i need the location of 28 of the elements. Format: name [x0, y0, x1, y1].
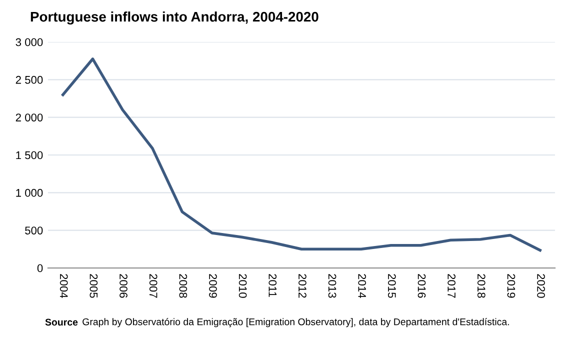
x-tick-label: 2020	[537, 274, 545, 298]
x-tick-label: 2013	[328, 274, 336, 298]
x-tick-label: 2004	[60, 274, 68, 298]
x-tick-label: 2006	[120, 274, 128, 298]
y-tick-label: 2 500	[16, 76, 43, 84]
x-tick-label: 2007	[149, 274, 158, 298]
y-tick-label: 1 500	[16, 151, 43, 160]
x-tick-label: 2005	[90, 274, 98, 298]
text: Graph by Observatório da Emigração [Emigration Observatory], data by Departament d'Estadística.	[82, 318, 509, 328]
x-tick-label: 2019	[507, 274, 516, 298]
line-series	[62, 58, 542, 252]
x-tick-label: 2014	[358, 274, 366, 298]
x-tick-label: 2015	[388, 274, 396, 298]
y-tick-label: 1 000	[16, 188, 43, 197]
y-tick-label: 0	[37, 264, 43, 272]
x-tick-label: 2017	[448, 274, 456, 298]
y-tick-label: 3 000	[16, 38, 43, 46]
x-tick-label: 2009	[209, 274, 217, 298]
x-tick-label: 2010	[238, 274, 247, 298]
text: Source	[45, 318, 78, 326]
chart-title: Portuguese inflows into Andorra, 2004-2020	[30, 11, 318, 25]
x-tick-label: 2012	[298, 274, 306, 298]
x-tick-label: 2008	[179, 274, 188, 298]
y-tick-label: 2 000	[16, 114, 43, 122]
x-tick-label: 2016	[418, 274, 426, 298]
x-tick-label: 2018	[477, 274, 486, 298]
y-tick-label: 500	[25, 226, 43, 234]
x-tick-label: 2011	[268, 274, 277, 297]
